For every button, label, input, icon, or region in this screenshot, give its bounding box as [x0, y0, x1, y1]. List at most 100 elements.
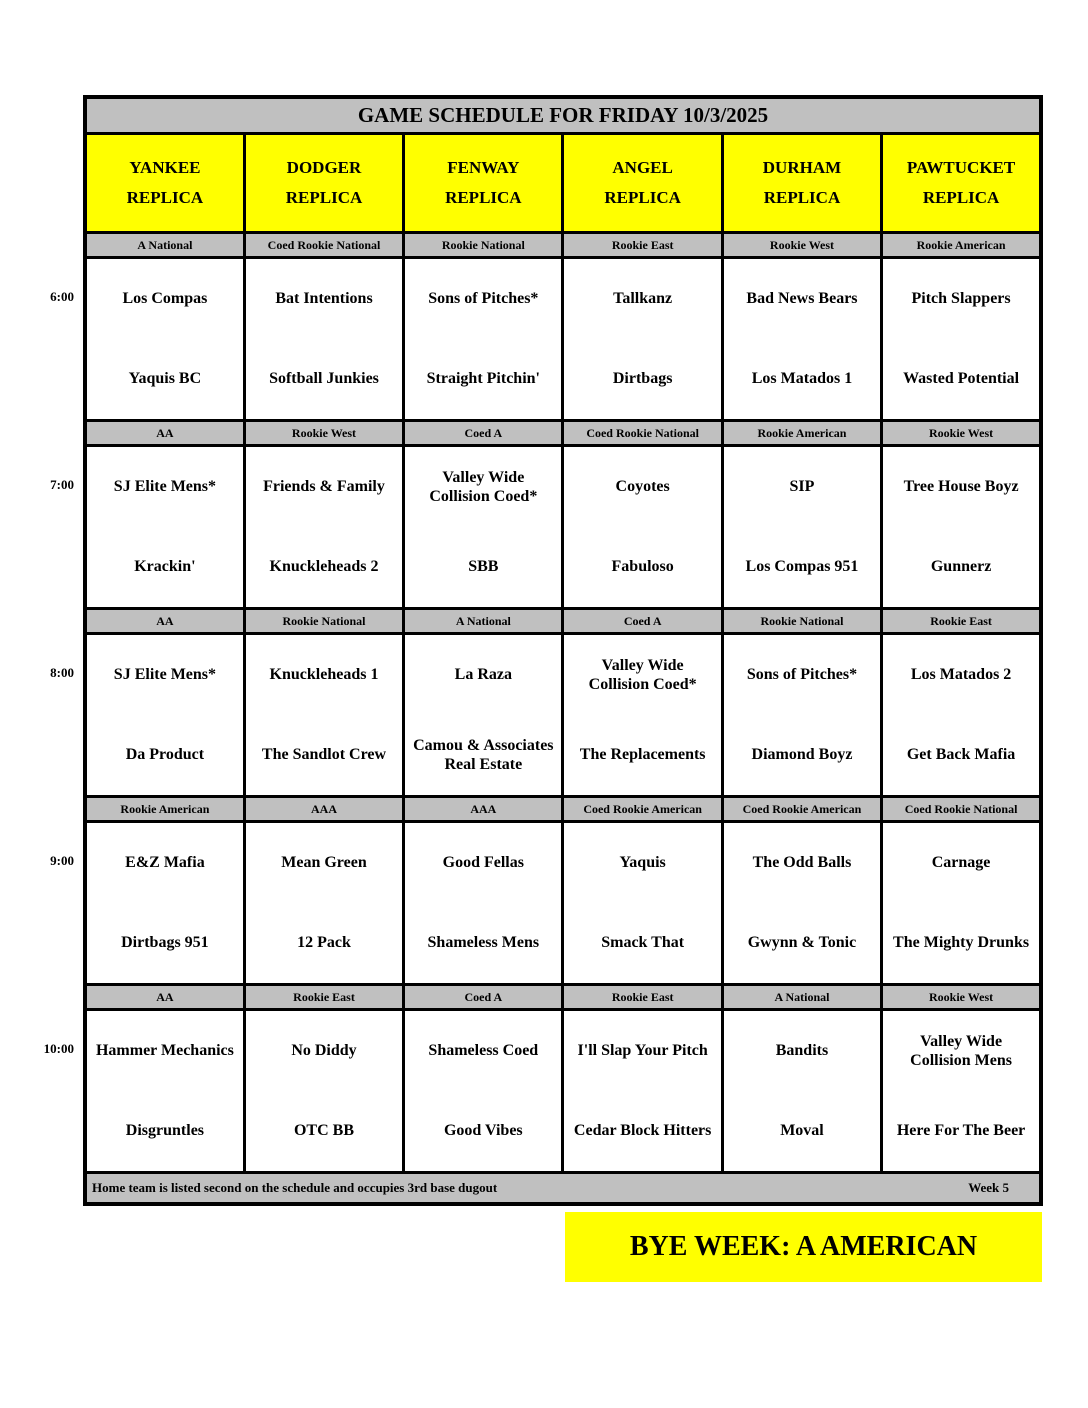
division-label: Coed Rookie American	[561, 795, 724, 823]
time-label-8: 8:00	[50, 665, 74, 680]
away-team: Bandits	[775, 1042, 829, 1060]
home-team: Wasted Potential	[903, 370, 1020, 388]
field-header-dodger: DODGER REPLICA	[242, 132, 406, 234]
matchup-cell: SIP Los Compas 951	[720, 444, 884, 610]
field-name: DODGER	[286, 158, 362, 177]
home-team: Yaquis BC	[128, 370, 202, 388]
field-suffix: REPLICA	[604, 188, 681, 207]
field-header-pawtucket: PAWTUCKET REPLICA	[880, 132, 1043, 234]
games-row-6: Los Compas Yaquis BC Bat Intentions Soft…	[83, 256, 1043, 422]
division-label: Rookie National	[242, 607, 406, 635]
home-team: Softball Junkies	[269, 370, 379, 388]
division-label: Rookie East	[561, 231, 724, 259]
home-team: Los Matados 1	[751, 370, 853, 388]
away-team: Los Matados 2	[910, 666, 1012, 684]
division-label: Coed Rookie National	[880, 795, 1043, 823]
home-team: The Mighty Drunks	[893, 934, 1030, 952]
time-label-7: 7:00	[50, 477, 74, 492]
home-team: The Sandlot Crew	[261, 746, 387, 764]
away-team: Sons of Pitches*	[746, 666, 858, 684]
away-team: Shameless Coed	[428, 1042, 539, 1060]
week-number: Week 5	[968, 1180, 1009, 1195]
games-row-7: SJ Elite Mens* Krackin' Friends & Family…	[83, 444, 1043, 610]
matchup-cell: Hammer Mechanics Disgruntles	[83, 1008, 246, 1174]
home-team: Gwynn & Tonic	[747, 934, 857, 952]
home-team: 12 Pack	[297, 934, 351, 952]
games-row-10: Hammer Mechanics Disgruntles No Diddy OT…	[83, 1008, 1043, 1174]
home-team: Shameless Mens	[427, 934, 540, 952]
home-team: Diamond Boyz	[751, 746, 853, 764]
home-team: Get Back Mafia	[906, 746, 1016, 764]
footer-bar: Home team is listed second on the schedu…	[83, 1171, 1043, 1206]
division-label: Rookie American	[720, 419, 884, 447]
division-label: Rookie American	[83, 795, 246, 823]
division-label: Rookie American	[880, 231, 1043, 259]
field-name: PAWTUCKET	[906, 158, 1016, 177]
away-team: Pitch Slappers	[911, 290, 1011, 308]
away-team: The Odd Balls	[752, 854, 852, 872]
away-team: Sons of Pitches*	[428, 290, 539, 308]
field-suffix: REPLICA	[445, 188, 522, 207]
matchup-cell: Bat Intentions Softball Junkies	[242, 256, 406, 422]
games-row-9: E&Z Mafia Dirtbags 951 Mean Green 12 Pac…	[83, 820, 1043, 986]
home-team: Knuckleheads 2	[269, 558, 379, 576]
division-label: Coed A	[561, 607, 724, 635]
division-label: AA	[83, 607, 246, 635]
away-team: I'll Slap Your Pitch	[577, 1042, 708, 1060]
away-team: SIP	[789, 478, 815, 496]
division-label: Coed A	[402, 419, 565, 447]
field-name: ANGEL	[612, 158, 673, 177]
home-team: Dirtbags 951	[121, 934, 209, 952]
division-label: A National	[720, 983, 884, 1011]
division-label: A National	[402, 607, 565, 635]
division-label: Rookie East	[880, 607, 1043, 635]
matchup-cell: SJ Elite Mens* Krackin'	[83, 444, 246, 610]
division-label: Rookie West	[720, 231, 884, 259]
away-team: Valley Wide Collision Coed*	[429, 468, 538, 505]
field-suffix: REPLICA	[763, 188, 841, 207]
matchup-cell: Carnage The Mighty Drunks	[880, 820, 1043, 986]
matchup-cell: Bad News Bears Los Matados 1	[720, 256, 884, 422]
division-label: Rookie West	[242, 419, 406, 447]
away-team: E&Z Mafia	[125, 854, 205, 872]
away-team: Bat Intentions	[275, 290, 373, 308]
away-team: Valley Wide Collision Mens	[910, 1032, 1012, 1069]
matchup-cell: Sons of Pitches* Diamond Boyz	[720, 632, 884, 798]
division-label: AA	[83, 419, 246, 447]
field-header-yankee: YANKEE REPLICA	[83, 132, 246, 234]
division-row-8: AA Rookie National A National Coed A Roo…	[83, 607, 1043, 635]
matchup-cell: No Diddy OTC BB	[242, 1008, 406, 1174]
home-team: SBB	[468, 558, 499, 576]
field-header-angel: ANGEL REPLICA	[561, 132, 724, 234]
matchup-cell: Mean Green 12 Pack	[242, 820, 406, 986]
matchup-cell: Valley Wide Collision Mens Here For The …	[880, 1008, 1043, 1174]
away-team: Valley Wide Collision Coed*	[588, 656, 697, 693]
away-team: SJ Elite Mens*	[113, 666, 217, 684]
time-label-6: 6:00	[50, 289, 74, 304]
matchup-cell: Bandits Moval	[720, 1008, 884, 1174]
division-label: AAA	[402, 795, 565, 823]
home-team: OTC BB	[293, 1122, 354, 1140]
away-team: Friends & Family	[263, 478, 385, 496]
matchup-cell: Friends & Family Knuckleheads 2	[242, 444, 406, 610]
home-team: Krackin'	[134, 558, 196, 576]
home-team: Smack That	[601, 934, 685, 952]
home-team: The Replacements	[579, 746, 706, 764]
away-team: Los Compas	[122, 290, 208, 308]
game-schedule-table: GAME SCHEDULE FOR FRIDAY 10/3/2025 YANKE…	[83, 95, 1043, 1206]
home-team: Cedar Block Hitters	[573, 1122, 712, 1140]
home-team: Disgruntles	[125, 1122, 205, 1140]
matchup-cell: I'll Slap Your Pitch Cedar Block Hitters	[561, 1008, 724, 1174]
field-header-fenway: FENWAY REPLICA	[402, 132, 565, 234]
field-suffix: REPLICA	[922, 188, 1000, 207]
division-label: Coed A	[402, 983, 565, 1011]
away-team: Yaquis	[619, 854, 666, 872]
field-name: FENWAY	[447, 158, 520, 177]
schedule-title: GAME SCHEDULE FOR FRIDAY 10/3/2025	[83, 95, 1043, 135]
home-team: Here For The Beer	[896, 1122, 1026, 1140]
matchup-cell: SJ Elite Mens* Da Product	[83, 632, 246, 798]
home-team: Straight Pitchin'	[426, 370, 540, 388]
time-label-9: 9:00	[50, 853, 74, 868]
home-team: Los Compas 951	[745, 558, 859, 576]
matchup-cell: Sons of Pitches* Straight Pitchin'	[402, 256, 565, 422]
